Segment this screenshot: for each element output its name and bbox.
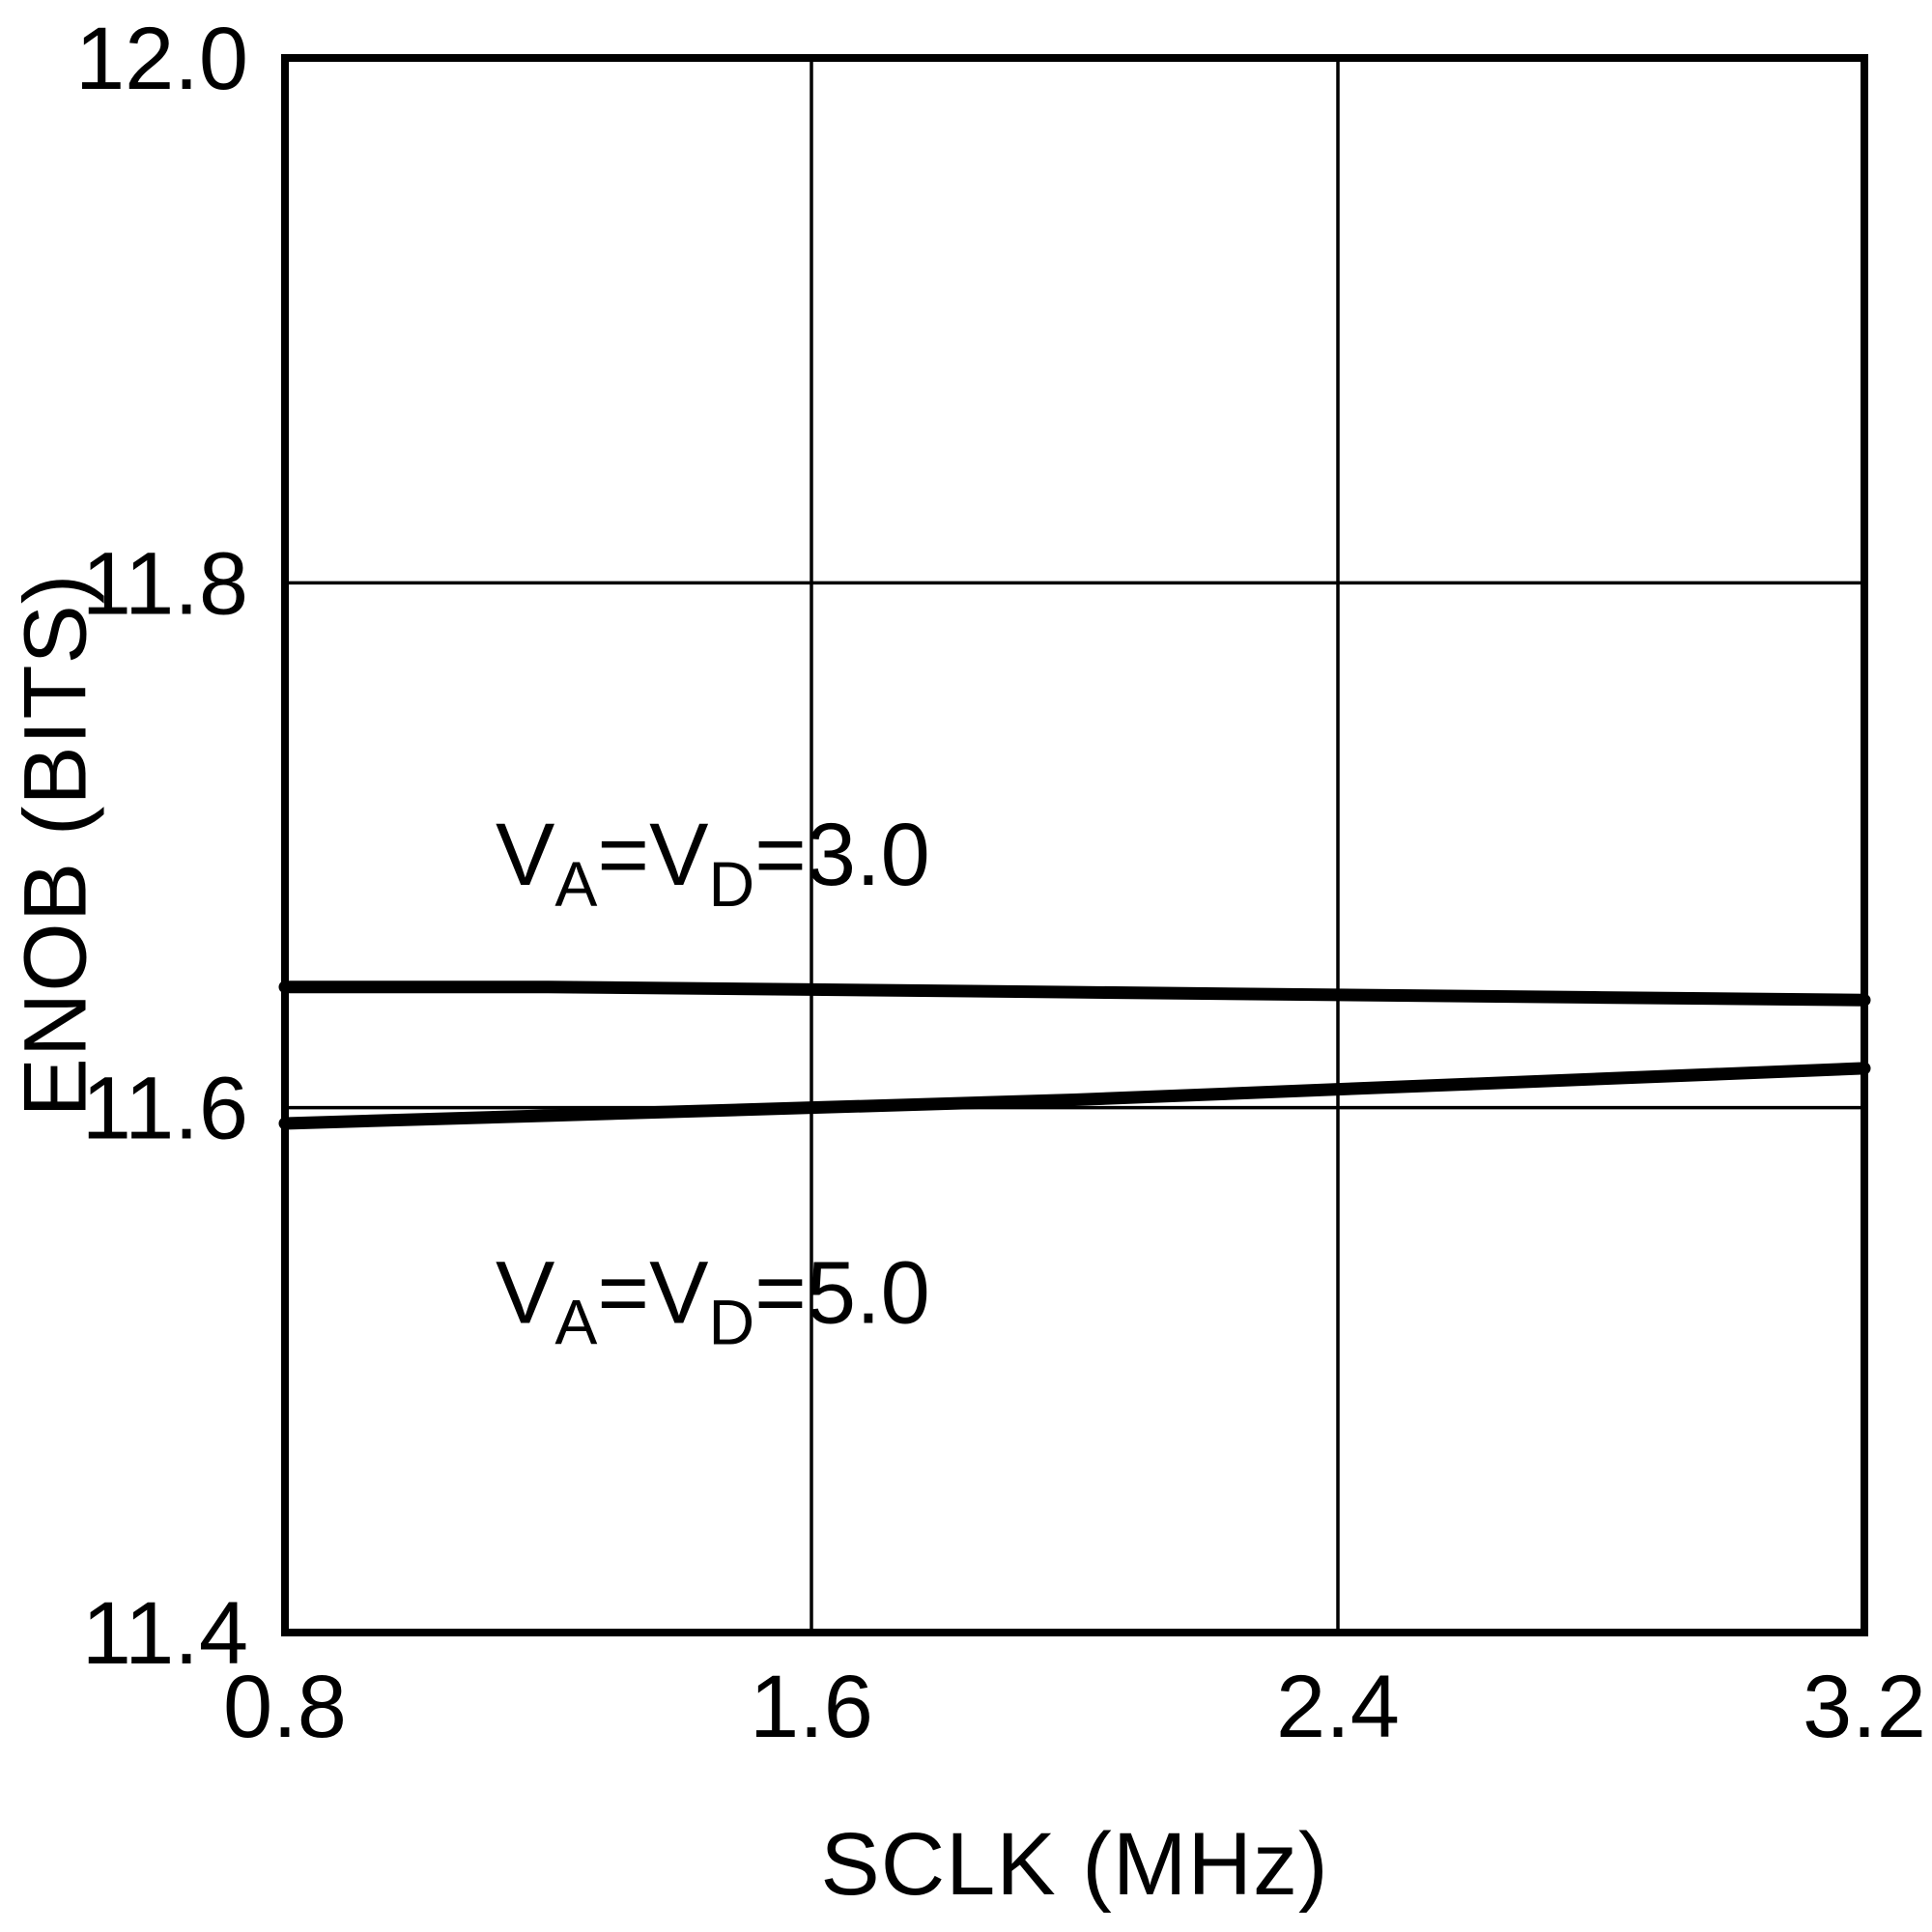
y-tick-label: 11.8 [82,534,248,633]
x-tick-label: 2.4 [1276,1658,1400,1756]
plot-frame [281,54,1868,1636]
y-tick-label: 11.6 [82,1060,248,1158]
x-tick-label: 1.6 [750,1658,873,1756]
x-axis-title: SCLK (MHz) [820,1815,1329,1914]
series-label-va-vd-5p0: VA=VD=5.0 [496,1243,930,1357]
series-label-va-vd-3p0: VA=VD=3.0 [496,806,930,920]
series-line-1 [278,1062,1871,1130]
y-tick-label: 12.0 [75,10,248,108]
series-line-0 [278,980,1871,1007]
y-tick-label: 11.4 [82,1584,248,1683]
y-axis-title: ENOB (BITS) [6,573,105,1118]
x-tick-label: 3.2 [1803,1658,1926,1756]
x-tick-label: 0.8 [223,1658,347,1756]
